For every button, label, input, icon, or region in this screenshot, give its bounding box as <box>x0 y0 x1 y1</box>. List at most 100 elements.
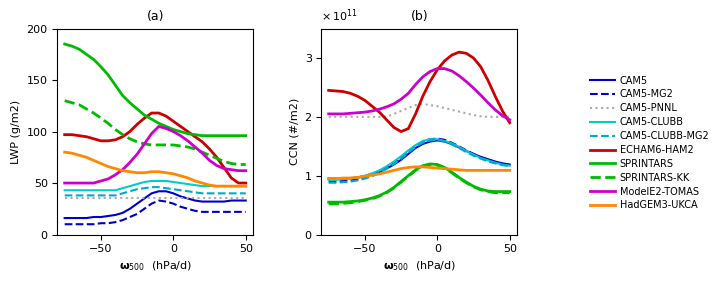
HadGEM3-UKCA <box>154 170 163 173</box>
CAM5 <box>426 140 434 143</box>
CAM5-CLUBB-MG2 <box>227 192 236 195</box>
CAM5-CLUBB <box>176 181 185 185</box>
SPRINTARS <box>505 190 514 193</box>
CAM5-MG2 <box>82 223 90 226</box>
ECHAM6-HAM2 <box>469 56 477 60</box>
CAM5-CLUBB-MG2 <box>339 180 348 184</box>
SPRINTARS <box>191 133 200 136</box>
HadGEM3-UKCA <box>505 169 514 172</box>
CAM5-MG2 <box>498 162 507 166</box>
SPRINTARS-KK <box>411 169 420 172</box>
ECHAM6-HAM2 <box>75 134 83 137</box>
CAM5 <box>140 197 149 200</box>
SPRINTARS <box>234 134 243 137</box>
SPRINTARS-KK <box>104 122 113 125</box>
HadGEM3-UKCA <box>227 184 236 188</box>
ModelE2-TOMAS <box>169 130 177 133</box>
Line: CAM5-MG2: CAM5-MG2 <box>65 200 246 224</box>
CAM5-PNNL <box>397 109 406 113</box>
CAM5 <box>498 162 507 165</box>
HadGEM3-UKCA <box>133 171 141 174</box>
SPRINTARS-KK <box>477 188 485 192</box>
CAM5 <box>205 200 214 203</box>
ECHAM6-HAM2 <box>176 125 185 128</box>
HadGEM3-UKCA <box>325 177 333 180</box>
SPRINTARS <box>353 199 362 203</box>
CAM5 <box>118 211 127 214</box>
SPRINTARS <box>477 188 485 191</box>
CAM5-CLUBB-MG2 <box>213 192 221 195</box>
CAM5 <box>390 163 398 166</box>
CAM5-PNNL <box>419 102 427 106</box>
CAM5-CLUBB-MG2 <box>360 177 369 180</box>
ModelE2-TOMAS <box>426 70 434 73</box>
SPRINTARS-KK <box>111 128 120 131</box>
Y-axis label: CCN (#/m2): CCN (#/m2) <box>289 98 299 165</box>
SPRINTARS-KK <box>154 143 163 147</box>
CAM5-CLUBB-MG2 <box>491 162 500 165</box>
SPRINTARS-KK <box>505 191 514 194</box>
CAM5-CLUBB-MG2 <box>205 192 214 195</box>
SPRINTARS-KK <box>241 163 250 166</box>
CAM5-MG2 <box>462 149 470 152</box>
CAM5-MG2 <box>75 223 83 226</box>
CAM5-CLUBB-MG2 <box>346 180 355 183</box>
CAM5 <box>220 200 228 203</box>
CAM5-PNNL <box>133 197 141 200</box>
ModelE2-TOMAS <box>498 114 507 117</box>
ECHAM6-HAM2 <box>462 51 470 55</box>
SPRINTARS <box>360 198 369 202</box>
CAM5-MG2 <box>433 137 442 140</box>
CAM5-CLUBB-MG2 <box>382 167 391 170</box>
CAM5-PNNL <box>213 197 221 200</box>
CAM5 <box>184 197 192 200</box>
SPRINTARS <box>332 200 340 204</box>
Line: ECHAM6-HAM2: ECHAM6-HAM2 <box>65 113 246 183</box>
SPRINTARS-KK <box>491 191 500 194</box>
CAM5-PNNL <box>339 115 348 119</box>
ModelE2-TOMAS <box>176 134 185 137</box>
CAM5-MG2 <box>60 223 69 226</box>
CAM5-MG2 <box>397 156 406 159</box>
ECHAM6-HAM2 <box>169 120 177 123</box>
CAM5-MG2 <box>325 180 333 183</box>
SPRINTARS-KK <box>198 150 207 154</box>
SPRINTARS <box>60 42 69 46</box>
HadGEM3-UKCA <box>140 171 149 174</box>
ECHAM6-HAM2 <box>97 139 106 142</box>
CAM5-CLUBB <box>477 156 485 160</box>
X-axis label: $\mathbf{\omega}$$_{500}$  (hPa/d): $\mathbf{\omega}$$_{500}$ (hPa/d) <box>383 260 456 273</box>
SPRINTARS <box>154 122 163 125</box>
CAM5 <box>484 158 493 161</box>
CAM5-MG2 <box>339 179 348 183</box>
SPRINTARS-KK <box>390 186 398 190</box>
CAM5 <box>126 207 134 210</box>
ModelE2-TOMAS <box>213 164 221 167</box>
Line: HadGEM3-UKCA: HadGEM3-UKCA <box>65 152 246 186</box>
ModelE2-TOMAS <box>97 179 106 183</box>
CAM5-CLUBB-MG2 <box>118 192 127 195</box>
CAM5-MG2 <box>118 219 127 222</box>
CAM5-CLUBB <box>169 180 177 184</box>
SPRINTARS-KK <box>234 163 243 166</box>
SPRINTARS <box>227 134 236 137</box>
HadGEM3-UKCA <box>426 166 434 169</box>
SPRINTARS <box>118 94 127 97</box>
SPRINTARS-KK <box>368 197 376 200</box>
CAM5 <box>241 199 250 202</box>
HadGEM3-UKCA <box>332 177 340 180</box>
ECHAM6-HAM2 <box>234 181 243 185</box>
CAM5 <box>332 177 340 180</box>
CAM5-CLUBB <box>154 179 163 183</box>
SPRINTARS-KK <box>382 191 391 194</box>
HadGEM3-UKCA <box>411 165 420 168</box>
ECHAM6-HAM2 <box>404 127 413 130</box>
ModelE2-TOMAS <box>325 112 333 116</box>
CAM5 <box>104 214 113 218</box>
CAM5-CLUBB <box>404 149 413 152</box>
HadGEM3-UKCA <box>118 169 127 172</box>
CAM5-PNNL <box>104 197 113 200</box>
CAM5 <box>176 195 185 198</box>
ModelE2-TOMAS <box>332 112 340 116</box>
HadGEM3-UKCA <box>390 169 398 172</box>
